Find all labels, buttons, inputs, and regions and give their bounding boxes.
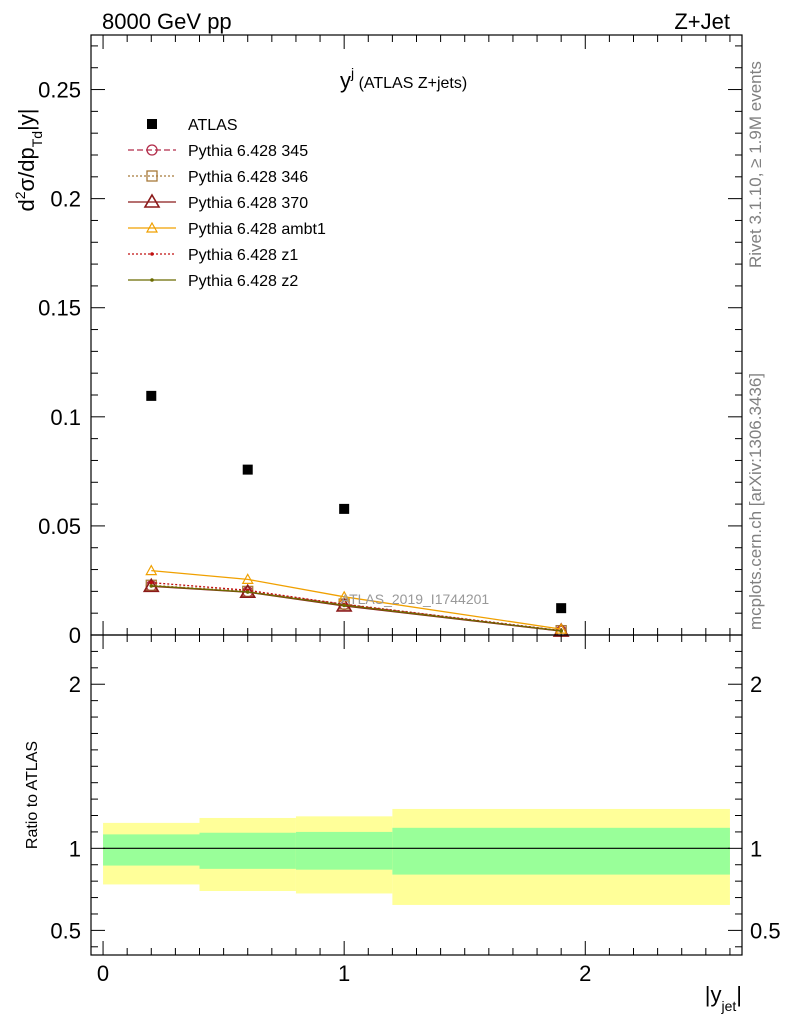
main-ytick-label: 0.2 [50,187,81,212]
legend-marker-4 [145,221,159,233]
ratio-inner-band-3 [392,827,730,875]
ylabel-sub: Td [29,131,45,147]
legend-label-4: Pythia 6.428 ambt1 [188,221,326,238]
main-ytick-label: 0.15 [38,296,81,321]
series-4-point-0 [145,564,158,576]
atlas-data-point-3 [556,603,567,614]
ratio-ytick-label-right: 0.5 [750,918,781,943]
ylabel-part-a: d [14,199,39,211]
xlabel-sub: jet [720,998,736,1014]
atlas-data-point-0 [146,390,157,401]
ratio-xtick-label: 1 [338,961,350,986]
header-process-label: Z+Jet [674,9,730,34]
legend-marker-3 [143,193,161,208]
mcplots-reference-label: mcplots.cern.ch [arXiv:1306.3436] [746,372,765,630]
series-line-4 [151,569,562,630]
series-5-point-0 [149,580,154,585]
ratio-ytick-label-right: 1 [750,836,762,861]
ratio-xtick-label: 0 [97,961,109,986]
legend-marker-6 [150,278,154,282]
analysis-watermark: ATLAS_2019_I1744201 [341,591,490,607]
legend: ATLAS Pythia 6.428 345 Pythia 6.428 346 Pyt… [128,117,326,290]
ratio-ytick-label-right: 2 [750,672,762,697]
main-ytick-label: 0.1 [50,405,81,430]
legend-label-6: Pythia 6.428 z2 [188,273,298,290]
main-ytick-label: 0 [69,623,81,648]
series-4-point-1 [241,573,254,584]
series-line-6 [151,585,562,632]
ratio-xtick-label: 2 [579,961,591,986]
ratio-inner-band-0 [103,834,200,866]
ratio-inner-band-1 [199,832,296,869]
series-4-point-3 [555,622,568,634]
main-ytick-label: 0.05 [38,514,81,539]
plot-title: yj (ATLAS Z+jets) [340,65,467,93]
x-axis-label: |yjet| [705,982,742,1014]
ratio-frame [90,634,743,956]
rivet-version-label: Rivet 3.1.10, ≥ 1.9M events [746,61,765,268]
legend-marker-1 [146,144,158,156]
xlabel-part-b: | [736,982,742,1007]
series-line-5 [151,581,562,632]
legend-label-3: Pythia 6.428 370 [188,195,308,212]
ylabel-sup: 2 [12,191,28,199]
legend-label-0: ATLAS [188,117,238,134]
ratio-y-axis-label: Ratio to ATLAS [24,741,41,849]
header-energy-label: 8000 GeV pp [102,9,232,34]
series-6-point-2 [342,603,346,608]
ylabel-part-c: |y| [14,109,39,131]
main-panel: 0 0.05 0.1 0.15 0.2 0.25 [38,34,743,648]
series-6-point-1 [245,590,250,594]
atlas-data-point-2 [339,503,350,514]
series-3-point-0 [142,577,160,593]
legend-marker-5 [150,252,154,256]
legend-label-1: Pythia 6.428 345 [188,143,308,160]
legend-label-5: Pythia 6.428 z1 [188,247,298,264]
legend-label-2: Pythia 6.428 346 [188,169,308,186]
plot-title-main: y [340,68,351,93]
series-4-point-2 [338,590,351,602]
main-y-axis-label: d2σ/dpTd|y| [12,109,45,212]
atlas-data-point-1 [242,464,253,475]
ylabel-part-b: σ/dp [14,147,39,191]
plot-title-rest: (ATLAS Z+jets) [354,75,467,92]
main-ytick-label: 0.25 [38,78,81,103]
xlabel-part-a: |y [705,982,722,1007]
ratio-panel: 0.5 0.5 1 1 2 2 0 1 2 [50,634,781,986]
series-6-point-3 [559,629,563,633]
ratio-inner-band-2 [295,831,393,870]
legend-marker-2 [146,170,158,182]
series-6-point-0 [149,584,154,588]
ratio-ytick-label: 1 [69,836,81,861]
ratio-ytick-label: 2 [69,672,81,697]
ratio-ytick-label: 0.5 [50,918,81,943]
legend-marker-atlas [147,119,157,129]
plot-title-sup: j [350,65,354,81]
